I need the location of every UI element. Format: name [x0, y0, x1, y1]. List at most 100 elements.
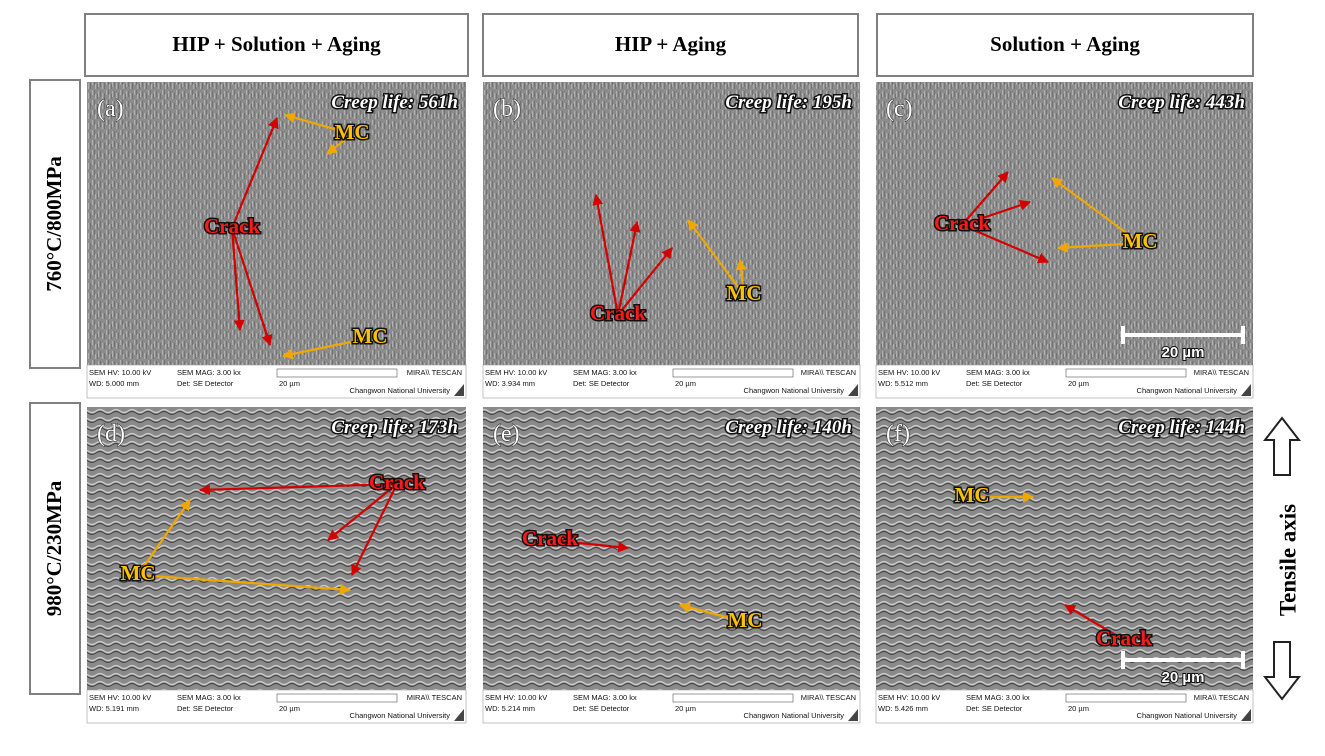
annotation-arrow — [961, 199, 1032, 227]
sem-hv: SEM HV: 10.00 kV — [878, 368, 940, 377]
annotation-arrow — [137, 573, 352, 595]
sem-mag: SEM MAG: 3.00 kx — [573, 368, 637, 377]
sem-logo — [454, 709, 464, 721]
annotation-label: MC — [955, 483, 990, 507]
sem-scale-box — [672, 693, 794, 703]
column-header-box — [84, 13, 469, 77]
sem-scale-box — [672, 368, 794, 378]
sem-logo — [1241, 384, 1251, 396]
sem-det: Det: SE Detector — [177, 704, 234, 713]
panel-label: (a) — [97, 96, 124, 122]
row-header: 980°C/230MPa — [42, 480, 66, 616]
annotation-arrow — [617, 247, 673, 316]
sem-panel: (a) Creep life: 561h SEM HV: 10.00 kV WD: 5… — [86, 82, 467, 399]
scale-bar-label: 20 µm — [1162, 344, 1205, 361]
sem-footer — [875, 689, 1254, 724]
sem-hv: SEM HV: 10.00 kV — [89, 368, 151, 377]
creep-life: Creep life: 443h — [1118, 92, 1245, 113]
annotation-arrow — [137, 499, 191, 576]
sem-mag: SEM MAG: 3.00 kx — [573, 693, 637, 702]
sem-mag: SEM MAG: 3.00 kx — [177, 693, 241, 702]
sem-institution: Changwon National University — [350, 711, 451, 720]
sem-wd: WD: 5.000 mm — [89, 379, 139, 388]
sem-footer — [86, 689, 467, 724]
creep-life: Creep life: 173h — [331, 417, 458, 438]
scale-bar-label: 20 µm — [1162, 669, 1205, 686]
sem-brand: MIRA\\ TESCAN — [1194, 693, 1249, 702]
annotation-arrow — [961, 223, 1050, 264]
row-header-box — [29, 79, 81, 369]
annotation-arrow — [351, 483, 398, 576]
annotation-label: Crack — [590, 301, 646, 325]
sem-image — [483, 407, 860, 690]
sem-brand: MIRA\\ TESCAN — [801, 693, 856, 702]
sem-image — [87, 407, 466, 690]
sem-brand: MIRA\\ TESCAN — [407, 693, 462, 702]
sem-hv: SEM HV: 10.00 kV — [878, 693, 940, 702]
column-header: Solution + Aging — [990, 32, 1140, 56]
creep-life: Creep life: 144h — [1118, 417, 1245, 438]
annotation-label: MC — [335, 120, 370, 144]
sem-footer — [482, 364, 861, 399]
annotation-arrow — [281, 336, 371, 360]
sem-scale: 20 µm — [1068, 379, 1089, 388]
annotation-arrow — [230, 227, 245, 332]
sem-panel: (d) Creep life: 173h SEM HV: 10.00 kV WD: 5… — [86, 407, 467, 724]
annotation-label: MC — [728, 608, 763, 632]
annotation-arrow — [735, 258, 747, 296]
sem-institution: Changwon National University — [1137, 711, 1238, 720]
sem-wd: WD: 5.214 mm — [485, 704, 535, 713]
sem-wd: WD: 3.934 mm — [485, 379, 535, 388]
annotation-arrow — [592, 193, 620, 316]
sem-det: Det: SE Detector — [966, 379, 1023, 388]
sem-image — [876, 82, 1253, 365]
sem-panel: (c) Creep life: 443h SEM HV: 10.00 kV WD: 5… — [875, 82, 1254, 399]
annotation-label: Crack — [934, 211, 990, 235]
annotation-label: MC — [727, 281, 762, 305]
annotation-arrow — [616, 220, 641, 316]
sem-hv: SEM HV: 10.00 kV — [89, 693, 151, 702]
panel-label: (f) — [886, 421, 910, 447]
annotation-arrow — [198, 482, 398, 496]
annotation-label: Crack — [1096, 626, 1152, 650]
sem-panel: (e) Creep life: 140h SEM HV: 10.00 kV WD: 5… — [482, 407, 861, 724]
sem-panel: (f) Creep life: 144h SEM HV: 10.00 kV WD: 5… — [875, 407, 1254, 724]
sem-det: Det: SE Detector — [573, 379, 630, 388]
tensile-axis-label: Tensile axis — [1275, 504, 1300, 616]
sem-mag: SEM MAG: 3.00 kx — [966, 693, 1030, 702]
annotation-label: MC — [1123, 229, 1158, 253]
panel-label: (c) — [886, 96, 913, 122]
panel-label: (e) — [493, 421, 520, 447]
annotation-arrow — [687, 219, 745, 296]
sem-det: Det: SE Detector — [573, 704, 630, 713]
annotation-arrow — [961, 171, 1009, 226]
annotation-label: Crack — [522, 526, 578, 550]
scale-bar — [1121, 651, 1245, 669]
sem-brand: MIRA\\ TESCAN — [407, 368, 462, 377]
annotation-arrow — [327, 483, 398, 541]
annotation-arrow — [326, 133, 353, 155]
tensile-arrow-up — [1262, 416, 1302, 476]
sem-det: Det: SE Detector — [966, 704, 1023, 713]
sem-footer — [875, 364, 1254, 399]
column-header: HIP + Aging — [615, 32, 727, 56]
sem-wd: WD: 5.426 mm — [878, 704, 928, 713]
sem-scale: 20 µm — [279, 704, 300, 713]
tensile-arrow-down — [1262, 641, 1302, 701]
sem-mag: SEM MAG: 3.00 kx — [177, 368, 241, 377]
sem-det: Det: SE Detector — [177, 379, 234, 388]
sem-mag: SEM MAG: 3.00 kx — [966, 368, 1030, 377]
panel-label: (b) — [493, 96, 521, 122]
annotation-arrow — [678, 602, 746, 624]
row-header: 760°C/800MPa — [42, 156, 66, 292]
sem-image — [876, 407, 1253, 690]
sem-footer — [482, 689, 861, 724]
sem-scale-box — [1065, 368, 1187, 378]
annotation-arrow — [283, 112, 353, 136]
annotation-arrow — [1056, 241, 1141, 253]
sem-institution: Changwon National University — [350, 386, 451, 395]
sem-institution: Changwon National University — [744, 386, 845, 395]
scale-bar — [1121, 326, 1245, 344]
sem-wd: WD: 5.191 mm — [89, 704, 139, 713]
